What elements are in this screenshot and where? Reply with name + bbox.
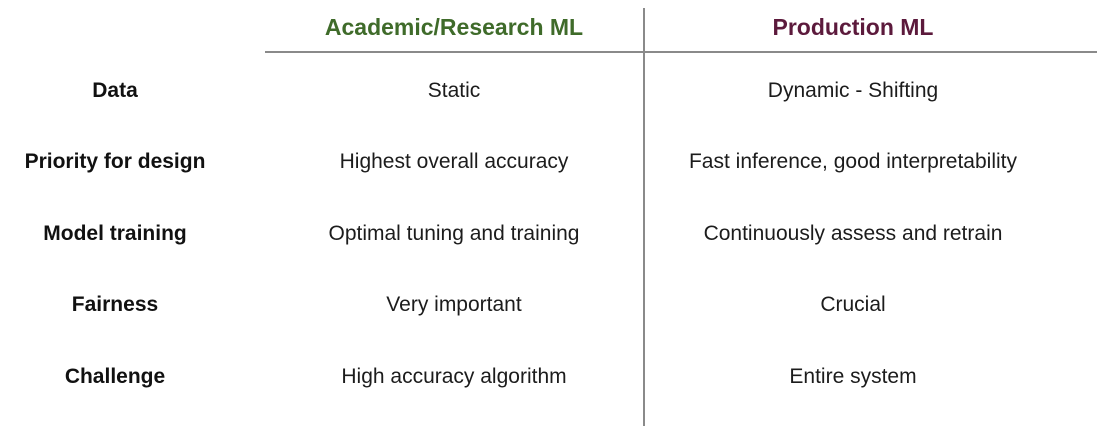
- row-label: Priority for design: [24, 150, 206, 173]
- row-label: Data: [92, 79, 138, 102]
- row-label: Fairness: [71, 293, 159, 316]
- column-header-production: Production ML: [772, 14, 934, 40]
- table-row: Data Static Dynamic - Shifting: [0, 71, 1109, 111]
- production-cell: Continuously assess and retrain: [703, 222, 1003, 245]
- row-label: Model training: [43, 222, 187, 245]
- column-header-academic: Academic/Research ML: [324, 14, 584, 40]
- table-row: Model training Optimal tuning and traini…: [0, 214, 1109, 254]
- production-cell: Fast inference, good interpretability: [688, 150, 1017, 173]
- production-cell: Dynamic - Shifting: [767, 79, 939, 102]
- table-row: Fairness Very important Crucial: [0, 285, 1109, 325]
- academic-cell: Optimal tuning and training: [328, 222, 580, 245]
- academic-cell: Very important: [386, 293, 522, 316]
- column-divider: [643, 8, 645, 426]
- row-label: Challenge: [64, 365, 166, 388]
- production-cell: Entire system: [789, 365, 917, 388]
- table-row: Challenge High accuracy algorithm Entire…: [0, 357, 1109, 397]
- academic-cell: High accuracy algorithm: [341, 365, 567, 388]
- academic-cell: Static: [427, 79, 481, 102]
- production-cell: Crucial: [820, 293, 886, 316]
- table-row: Priority for design Highest overall accu…: [0, 142, 1109, 182]
- header-divider: [265, 51, 1097, 53]
- academic-cell: Highest overall accuracy: [339, 150, 569, 173]
